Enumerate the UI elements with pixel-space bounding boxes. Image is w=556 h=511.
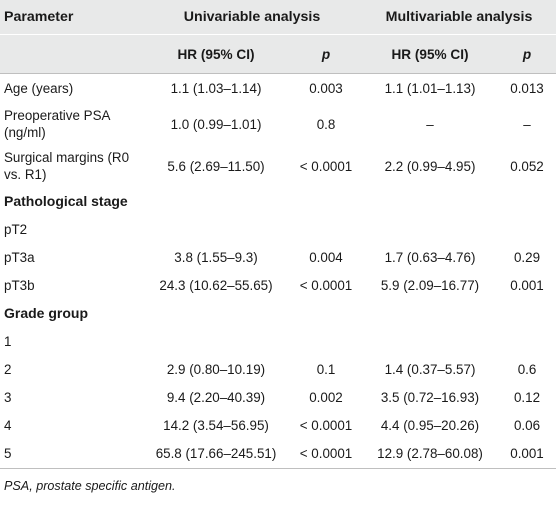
uni-hr-cell: 3.8 (1.55–9.3): [174, 249, 258, 265]
header-multi-hr: HR (95% CI): [362, 34, 498, 74]
uni-p-cell: [290, 327, 362, 355]
uni-p-cell: 0.003: [309, 81, 343, 96]
row-label: Preoperative PSA (ng/ml): [4, 108, 110, 140]
multi-p-cell: 0.29: [513, 249, 541, 265]
uni-hr-cell: 14.2 (3.54–56.95): [163, 417, 269, 433]
table-row: Preoperative PSA (ng/ml) 1.0 (0.99–1.01)…: [0, 103, 556, 145]
header-multi-p: p: [498, 34, 556, 74]
row-label: 5: [0, 439, 142, 469]
uni-hr-cell: [142, 215, 290, 243]
row-label: 1: [4, 333, 12, 349]
multi-hr-cell: 4.4 (0.95–20.26): [380, 417, 480, 433]
uni-p-cell: < 0.0001: [299, 158, 353, 174]
multi-hr-cell: 1.7 (0.63–4.76): [384, 249, 476, 265]
row-label: pT2: [4, 221, 28, 237]
table-row: pT3b 24.3 (10.62–55.65) < 0.0001 5.9 (2.…: [0, 271, 556, 299]
uni-hr-cell: 1.1 (1.03–1.14): [170, 81, 262, 96]
multi-p-cell: 0.06: [513, 417, 541, 433]
header-uni-hr: HR (95% CI): [142, 34, 290, 74]
results-table: Parameter Univariable analysis Multivari…: [0, 0, 556, 469]
uni-p-cell: < 0.0001: [299, 277, 353, 293]
uni-hr-cell: 65.8 (17.66–245.51): [142, 439, 290, 469]
multi-p-cell: 0.052: [510, 158, 544, 174]
multi-p-cell: [498, 215, 556, 243]
uni-p-cell: [290, 215, 362, 243]
multi-p-cell: 0.6: [517, 361, 537, 377]
table-row: 1: [0, 327, 556, 355]
uni-hr-cell: 24.3 (10.62–55.65): [159, 277, 273, 293]
multi-hr-cell: 2.2 (0.99–4.95): [384, 158, 476, 174]
row-label: pT3a: [4, 249, 35, 265]
row-label: 2: [4, 361, 12, 377]
multi-p-cell: 0.013: [510, 81, 544, 96]
table-row: pT2: [0, 215, 556, 243]
multi-p-cell: 0.001: [510, 277, 544, 293]
section-title: Pathological stage: [4, 192, 128, 209]
header-parameter: Parameter: [0, 0, 142, 35]
multi-hr-cell: [362, 215, 498, 243]
row-label: Age (years): [4, 81, 74, 96]
header-row-sub: HR (95% CI) p HR (95% CI) p: [0, 34, 556, 74]
uni-hr-cell: 5.6 (2.69–11.50): [167, 158, 265, 174]
table-row: Age (years) 1.1 (1.03–1.14) 0.003 1.1 (1…: [0, 74, 556, 104]
table-row: 2 2.9 (0.80–10.19) 0.1 1.4 (0.37–5.57) 0…: [0, 355, 556, 383]
section-row-pathological-stage: Pathological stage: [0, 187, 556, 215]
uni-hr-cell: 2.9 (0.80–10.19): [166, 361, 266, 377]
multi-p-cell: –: [523, 116, 531, 132]
multi-hr-cell: [362, 327, 498, 355]
table-row: 4 14.2 (3.54–56.95) < 0.0001 4.4 (0.95–2…: [0, 411, 556, 439]
uni-hr-cell: 1.0 (0.99–1.01): [170, 116, 262, 132]
uni-hr-cell: [142, 327, 290, 355]
table-footnote: PSA, prostate specific antigen.: [4, 479, 176, 493]
uni-p-cell: 0.002: [309, 389, 343, 405]
header-row-main: Parameter Univariable analysis Multivari…: [0, 0, 556, 35]
multi-hr-cell: 12.9 (2.78–60.08): [362, 439, 498, 469]
uni-p-cell: 0.1: [316, 361, 336, 377]
table-row: 3 9.4 (2.20–40.39) 0.002 3.5 (0.72–16.93…: [0, 383, 556, 411]
uni-p-cell: 0.8: [316, 116, 336, 132]
uni-p-cell: 0.004: [309, 249, 343, 265]
table-row: pT3a 3.8 (1.55–9.3) 0.004 1.7 (0.63–4.76…: [0, 243, 556, 271]
multi-hr-cell: 1.1 (1.01–1.13): [384, 81, 476, 96]
header-uni-p: p: [290, 34, 362, 74]
uni-p-cell: < 0.0001: [290, 439, 362, 469]
row-label: Surgical margins (R0 vs. R1): [4, 150, 130, 182]
header-multivariable: Multivariable analysis: [362, 0, 556, 35]
multi-hr-cell: 5.9 (2.09–16.77): [380, 277, 480, 293]
row-label: 4: [4, 417, 12, 433]
row-label: pT3b: [4, 277, 35, 293]
multi-hr-cell: 3.5 (0.72–16.93): [380, 389, 480, 405]
multi-p-cell: 0.12: [513, 389, 541, 405]
uni-hr-cell: 9.4 (2.20–40.39): [166, 389, 266, 405]
uni-p-cell: < 0.0001: [299, 417, 353, 433]
multi-p-cell: [498, 327, 556, 355]
row-label: 3: [4, 389, 12, 405]
multi-hr-cell: –: [426, 116, 434, 132]
multi-hr-cell: 1.4 (0.37–5.57): [384, 361, 476, 377]
table-row: 5 65.8 (17.66–245.51) < 0.0001 12.9 (2.7…: [0, 439, 556, 469]
section-title: Grade group: [4, 304, 89, 321]
table-row: Surgical margins (R0 vs. R1) 5.6 (2.69–1…: [0, 145, 556, 187]
multi-p-cell: 0.001: [498, 439, 556, 469]
header-univariable: Univariable analysis: [142, 0, 362, 35]
header-blank: [0, 34, 142, 74]
section-row-grade-group: Grade group: [0, 299, 556, 327]
